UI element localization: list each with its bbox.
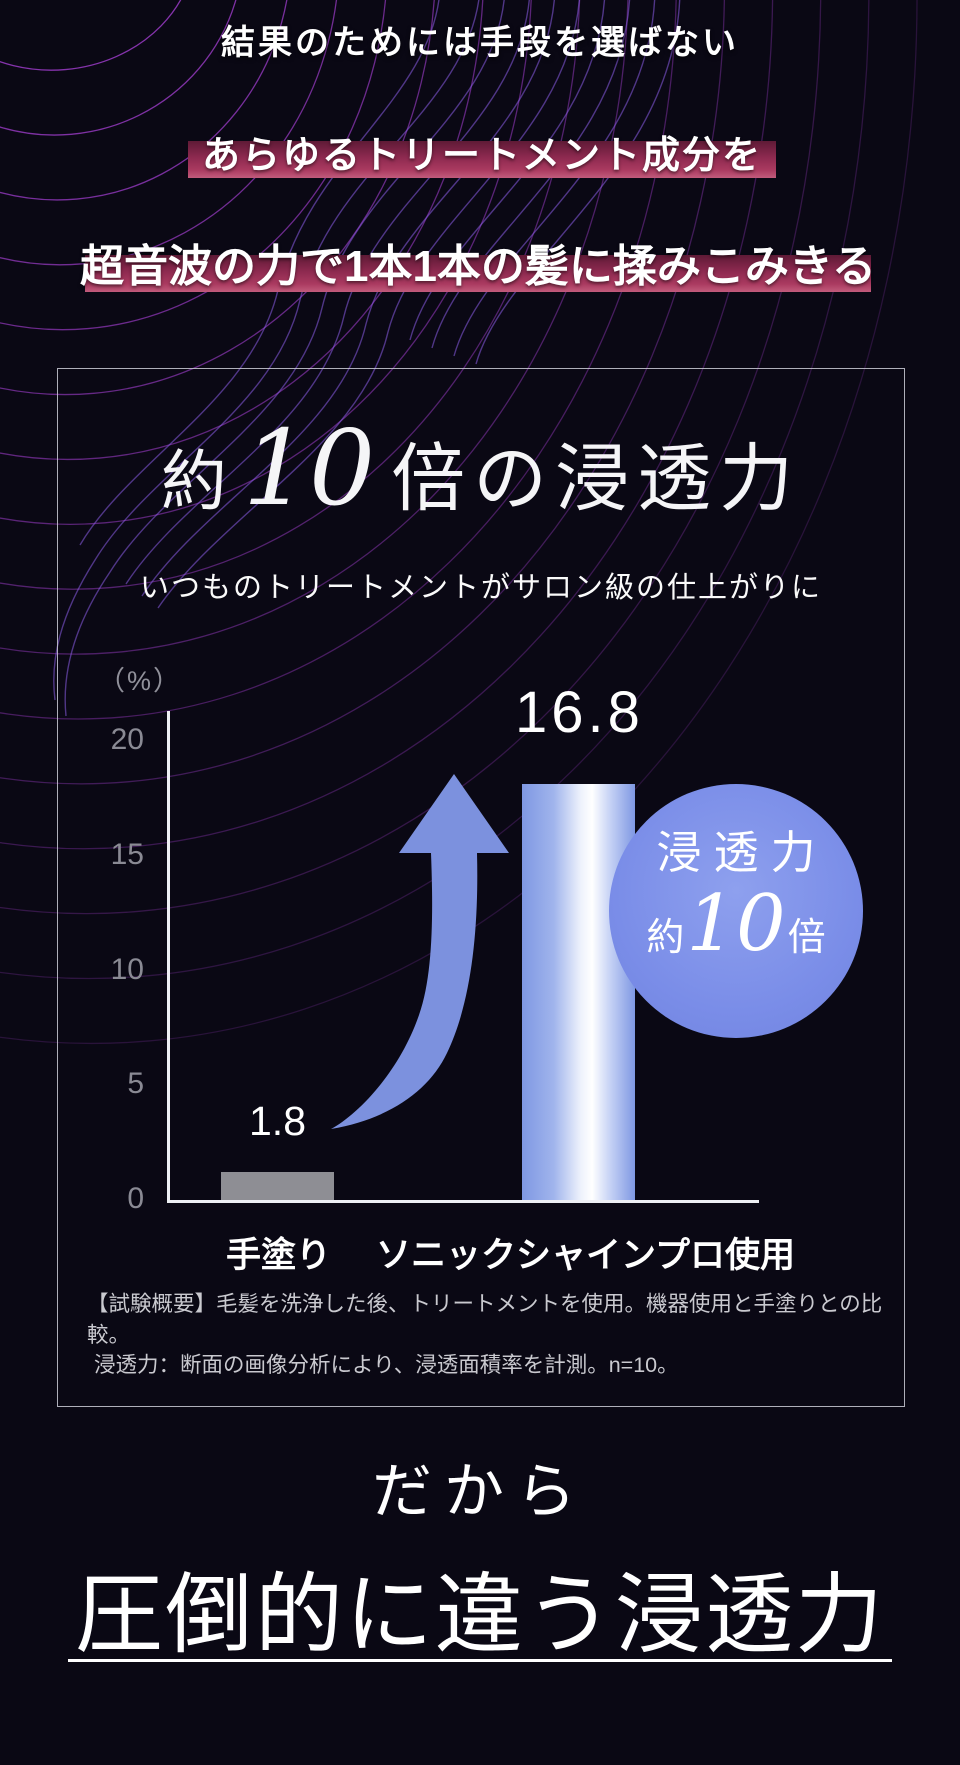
chart-title-number: 10 [242, 407, 376, 529]
x-axis-line [167, 1200, 759, 1203]
category-device-used: ソニックシャインプロ使用 [376, 1236, 795, 1275]
test-overview-footnote: 【試験概要】毛髪を洗浄した後、トリートメントを使用。機器使用と手塗りとの比較。 … [87, 1289, 887, 1381]
y-axis-unit: （%） [98, 666, 183, 696]
wave-lines [53, 0, 681, 717]
top-headline: 結果のためには手段を選ばない [221, 24, 739, 62]
bar-hand-applied [221, 1172, 334, 1200]
highlight-band-2: 超音波の力で1本1本の髪に揉みこみきる [80, 245, 876, 292]
category-hand-applied: 手塗り [225, 1236, 331, 1275]
badge-line2: 約10倍 [609, 885, 863, 963]
bar-device-used [522, 784, 635, 1200]
chart-subtitle: いつものトリートメントがサロン級の仕上がりに [139, 572, 822, 604]
growth-arrow-icon [331, 774, 509, 1129]
badge-suffix: 倍 [787, 915, 826, 959]
y-tick-20: 20 [110, 723, 144, 756]
highlight-band-1: あらゆるトリートメント成分を [188, 137, 776, 178]
value-label-hand: 1.8 [249, 1098, 306, 1144]
penetration-badge: 浸透力 約10倍 [609, 784, 863, 1038]
y-tick-10: 10 [110, 953, 144, 986]
footnote-line1: 【試験概要】毛髪を洗浄した後、トリートメントを使用。機器使用と手塗りとの比較。 [87, 1292, 883, 1347]
chart-card: 約 10 倍の浸透力 いつものトリートメントがサロン級の仕上がりに （%） 20 1… [57, 368, 905, 1407]
chart-title-suffix: 倍の浸透力 [391, 436, 802, 522]
badge-prefix: 約 [646, 915, 685, 959]
chart-title-prefix: 約 [160, 443, 229, 520]
value-label-device: 16.8 [515, 680, 644, 745]
y-tick-0: 0 [127, 1182, 144, 1215]
band2-text: 超音波の力で1本1本の髪に揉みこみきる [79, 242, 877, 291]
badge-number: 10 [686, 879, 786, 969]
chart-title: 約 10 倍の浸透力 [58, 416, 904, 520]
y-tick-15: 15 [110, 838, 144, 871]
y-axis-line [167, 711, 170, 1203]
footer-kicker: だから [372, 1457, 588, 1527]
band1-text: あらゆるトリートメント成分を [201, 135, 763, 177]
badge-line1: 浸透力 [656, 826, 828, 879]
footer-headline: 圧倒的に違う浸透力 [74, 1563, 885, 1666]
footnote-line2: 浸透力：断面の画像分析により、浸透面積率を計測。n=10。 [94, 1353, 679, 1378]
headline-underline [68, 1659, 892, 1662]
y-tick-5: 5 [127, 1067, 144, 1100]
